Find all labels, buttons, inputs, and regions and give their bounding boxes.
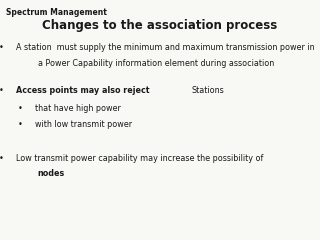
Text: a Power Capability information element during association: a Power Capability information element d…	[38, 59, 274, 68]
Text: Stations: Stations	[192, 86, 225, 96]
Text: with low transmit power: with low transmit power	[35, 120, 132, 129]
Text: Changes to the association process: Changes to the association process	[42, 19, 278, 32]
Text: •: •	[0, 154, 3, 163]
Text: •: •	[18, 104, 22, 114]
Text: Spectrum Management: Spectrum Management	[6, 8, 107, 18]
Text: Access points may also reject: Access points may also reject	[16, 86, 152, 96]
Text: A station  must supply the minimum and maximum transmission power in: A station must supply the minimum and ma…	[16, 43, 315, 52]
Text: •: •	[0, 86, 3, 96]
Text: •: •	[0, 43, 3, 52]
Text: Low transmit power capability may increase the possibility of: Low transmit power capability may increa…	[16, 154, 266, 163]
Text: that have high power: that have high power	[35, 104, 121, 114]
Text: •: •	[18, 120, 22, 129]
Text: nodes: nodes	[38, 169, 65, 178]
